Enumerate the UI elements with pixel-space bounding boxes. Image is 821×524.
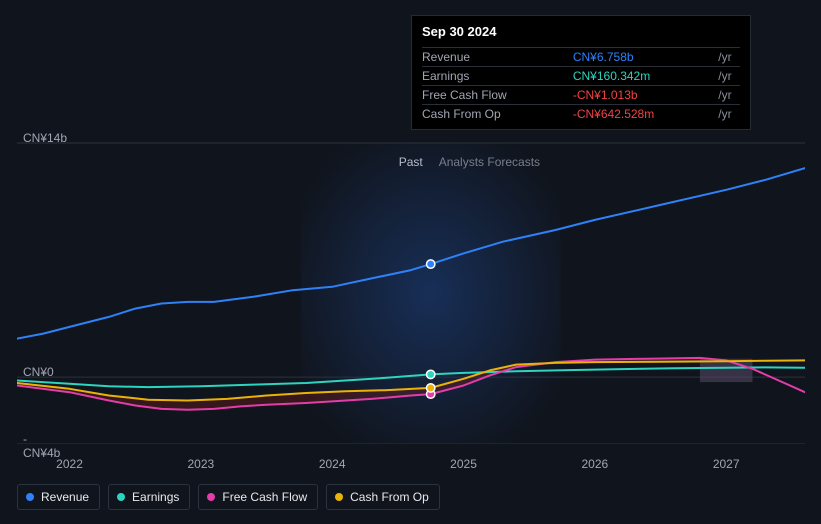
past-label: Past [399, 155, 423, 169]
tooltip-metric-unit: /yr [718, 86, 740, 105]
x-tick-label: 2027 [713, 457, 740, 471]
legend-label: Revenue [41, 490, 89, 504]
chart-tooltip: Sep 30 2024 RevenueCN¥6.758b/yrEarningsC… [411, 15, 751, 130]
legend-label: Cash From Op [350, 490, 429, 504]
tooltip-metric-value: CN¥160.342m [573, 67, 718, 86]
y-tick-label: CN¥0 [23, 365, 54, 379]
forecast-label: Analysts Forecasts [439, 155, 540, 169]
tooltip-date: Sep 30 2024 [422, 24, 740, 43]
tooltip-metric-label: Free Cash Flow [422, 86, 573, 105]
x-tick-label: 2026 [582, 457, 609, 471]
tooltip-row: RevenueCN¥6.758b/yr [422, 48, 740, 67]
legend-item[interactable]: Free Cash Flow [198, 484, 318, 510]
tooltip-metric-unit: /yr [718, 67, 740, 86]
legend-dot-icon [26, 493, 34, 501]
legend-label: Earnings [132, 490, 179, 504]
x-tick-label: 2023 [188, 457, 215, 471]
legend-item[interactable]: Cash From Op [326, 484, 440, 510]
tooltip-metric-value: CN¥6.758b [573, 48, 718, 67]
tooltip-metric-label: Revenue [422, 48, 573, 67]
tooltip-row: EarningsCN¥160.342m/yr [422, 67, 740, 86]
legend-label: Free Cash Flow [222, 490, 307, 504]
y-tick-label: -CN¥4b [23, 432, 60, 460]
legend-item[interactable]: Revenue [17, 484, 100, 510]
tooltip-metric-label: Earnings [422, 67, 573, 86]
tooltip-metric-unit: /yr [718, 105, 740, 124]
tooltip-metric-value: -CN¥1.013b [573, 86, 718, 105]
legend-dot-icon [207, 493, 215, 501]
tooltip-metric-unit: /yr [718, 48, 740, 67]
tooltip-row: Cash From Op-CN¥642.528m/yr [422, 105, 740, 124]
tooltip-row: Free Cash Flow-CN¥1.013b/yr [422, 86, 740, 105]
chart-legend: Revenue Earnings Free Cash Flow Cash From O… [17, 484, 440, 510]
x-tick-label: 2022 [56, 457, 83, 471]
x-tick-label: 2024 [319, 457, 346, 471]
tooltip-metric-value: -CN¥642.528m [573, 105, 718, 124]
legend-dot-icon [335, 493, 343, 501]
tooltip-metric-label: Cash From Op [422, 105, 573, 124]
tooltip-table: RevenueCN¥6.758b/yrEarningsCN¥160.342m/y… [422, 47, 740, 123]
y-tick-label: CN¥14b [23, 131, 67, 145]
legend-dot-icon [117, 493, 125, 501]
legend-item[interactable]: Earnings [108, 484, 190, 510]
x-tick-label: 2025 [450, 457, 477, 471]
